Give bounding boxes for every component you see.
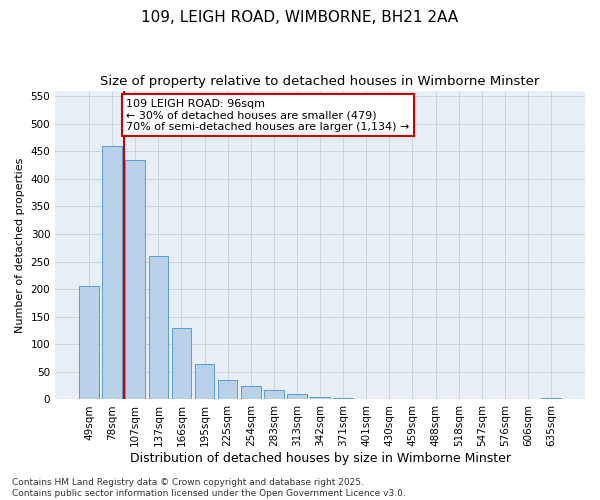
Bar [472, 399, 491, 400]
Bar [172, 328, 191, 400]
Text: 109 LEIGH ROAD: 96sqm
← 30% of detached houses are smaller (479)
70% of semi-det: 109 LEIGH ROAD: 96sqm ← 30% of detached … [126, 99, 409, 132]
Bar [541, 398, 561, 400]
Bar [149, 256, 168, 400]
Bar [264, 390, 284, 400]
Bar [495, 399, 515, 400]
Bar [310, 396, 330, 400]
Bar [356, 399, 376, 400]
Title: Size of property relative to detached houses in Wimborne Minster: Size of property relative to detached ho… [100, 75, 540, 88]
Bar [449, 399, 469, 400]
Bar [518, 399, 538, 400]
Bar [195, 364, 214, 400]
Bar [218, 380, 238, 400]
Y-axis label: Number of detached properties: Number of detached properties [15, 158, 25, 332]
Bar [334, 398, 353, 400]
Bar [403, 399, 422, 400]
Bar [426, 399, 445, 400]
X-axis label: Distribution of detached houses by size in Wimborne Minster: Distribution of detached houses by size … [130, 452, 511, 465]
Text: 109, LEIGH ROAD, WIMBORNE, BH21 2AA: 109, LEIGH ROAD, WIMBORNE, BH21 2AA [142, 10, 458, 25]
Bar [241, 386, 260, 400]
Bar [103, 146, 122, 400]
Bar [287, 394, 307, 400]
Bar [79, 286, 99, 400]
Bar [380, 399, 399, 400]
Text: Contains HM Land Registry data © Crown copyright and database right 2025.
Contai: Contains HM Land Registry data © Crown c… [12, 478, 406, 498]
Bar [125, 160, 145, 400]
